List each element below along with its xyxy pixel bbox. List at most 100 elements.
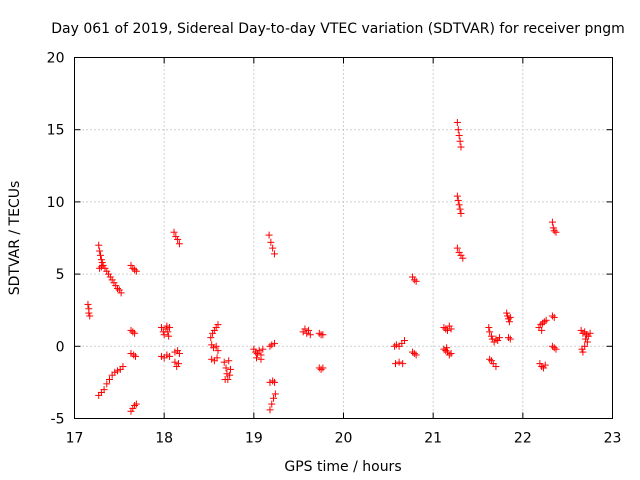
plot-frame [74, 57, 613, 419]
data-point [447, 325, 455, 333]
data-point [548, 312, 556, 320]
y-tick-label: -5 [51, 412, 65, 428]
data-point [174, 235, 182, 243]
data-point [132, 267, 140, 275]
data-point [447, 350, 455, 358]
data-point [306, 331, 314, 339]
data-point [221, 376, 229, 384]
data-point [225, 357, 233, 365]
data-point [257, 355, 265, 363]
data-point [549, 224, 557, 232]
data-point [222, 364, 230, 372]
data-point [410, 350, 418, 358]
data-point [455, 201, 463, 209]
data-point [103, 380, 111, 388]
data-point [173, 363, 181, 371]
data-point [105, 270, 113, 278]
x-tick-label: 20 [335, 431, 353, 447]
data-point [504, 334, 512, 342]
data-point [444, 348, 452, 356]
data-point [542, 316, 550, 324]
x-tick-label: 17 [66, 431, 84, 447]
data-point [440, 324, 448, 332]
data-point [485, 324, 493, 332]
data-point [208, 341, 216, 349]
data-point [96, 264, 104, 272]
data-point [412, 351, 420, 359]
data-point [127, 326, 135, 334]
data-point [453, 192, 461, 200]
data-point [455, 248, 463, 256]
data-point [453, 118, 461, 126]
data-point [496, 334, 504, 342]
data-point [457, 143, 465, 151]
data-point [270, 394, 278, 402]
data-point [131, 402, 139, 410]
y-tick-label: 10 [47, 195, 65, 211]
data-point [271, 390, 279, 398]
data-point [305, 326, 313, 334]
data-point [442, 347, 450, 355]
data-point [456, 137, 464, 145]
data-point [207, 334, 215, 342]
data-point [162, 325, 170, 333]
data-point [586, 329, 594, 337]
data-point [209, 329, 217, 337]
data-point [395, 358, 403, 366]
data-point [412, 277, 420, 285]
data-point [539, 364, 547, 372]
data-point [166, 352, 174, 360]
data-point [319, 364, 327, 372]
data-point [175, 360, 183, 368]
data-point [269, 244, 277, 252]
y-tick-label: 5 [56, 267, 65, 283]
data-point [582, 335, 590, 343]
data-point [315, 329, 323, 337]
data-point [457, 251, 465, 259]
y-tick-label: 15 [47, 123, 65, 139]
data-point [170, 228, 178, 236]
data-point [492, 363, 500, 371]
data-point [131, 266, 139, 274]
data-point [112, 282, 120, 290]
data-point [171, 358, 179, 366]
data-point [494, 337, 502, 345]
data-point [269, 377, 277, 385]
chart-title: Day 061 of 2019, Sidereal Day-to-day VTE… [51, 21, 625, 37]
data-point [456, 205, 464, 213]
data-point [253, 350, 261, 358]
data-point [506, 335, 514, 343]
data-point [301, 325, 309, 333]
data-point [266, 342, 274, 350]
data-point [400, 337, 408, 345]
data-point [253, 354, 261, 362]
data-point [85, 309, 93, 317]
data-point [214, 347, 222, 355]
data-point [157, 324, 165, 332]
data-point [84, 300, 92, 308]
data-point [454, 196, 462, 204]
data-point [127, 407, 135, 415]
data-point [552, 345, 560, 353]
y-tick-label: 0 [56, 339, 65, 355]
data-point [504, 315, 512, 323]
data-point [583, 338, 591, 346]
data-point [579, 329, 587, 337]
data-point [131, 352, 139, 360]
data-point [114, 285, 122, 293]
data-point [129, 328, 137, 336]
data-point [210, 326, 218, 334]
data-point [503, 309, 511, 317]
data-point [172, 233, 180, 241]
data-point [267, 238, 275, 246]
data-point [110, 279, 118, 287]
data-point [409, 348, 417, 356]
data-point [265, 231, 273, 239]
data-point [97, 263, 105, 271]
data-point [259, 345, 267, 353]
data-point [119, 363, 127, 371]
data-point [550, 313, 558, 321]
data-point [303, 329, 311, 337]
data-point [581, 328, 589, 336]
y-tick-labels: -5 0 5 10 15 20 [47, 51, 65, 428]
